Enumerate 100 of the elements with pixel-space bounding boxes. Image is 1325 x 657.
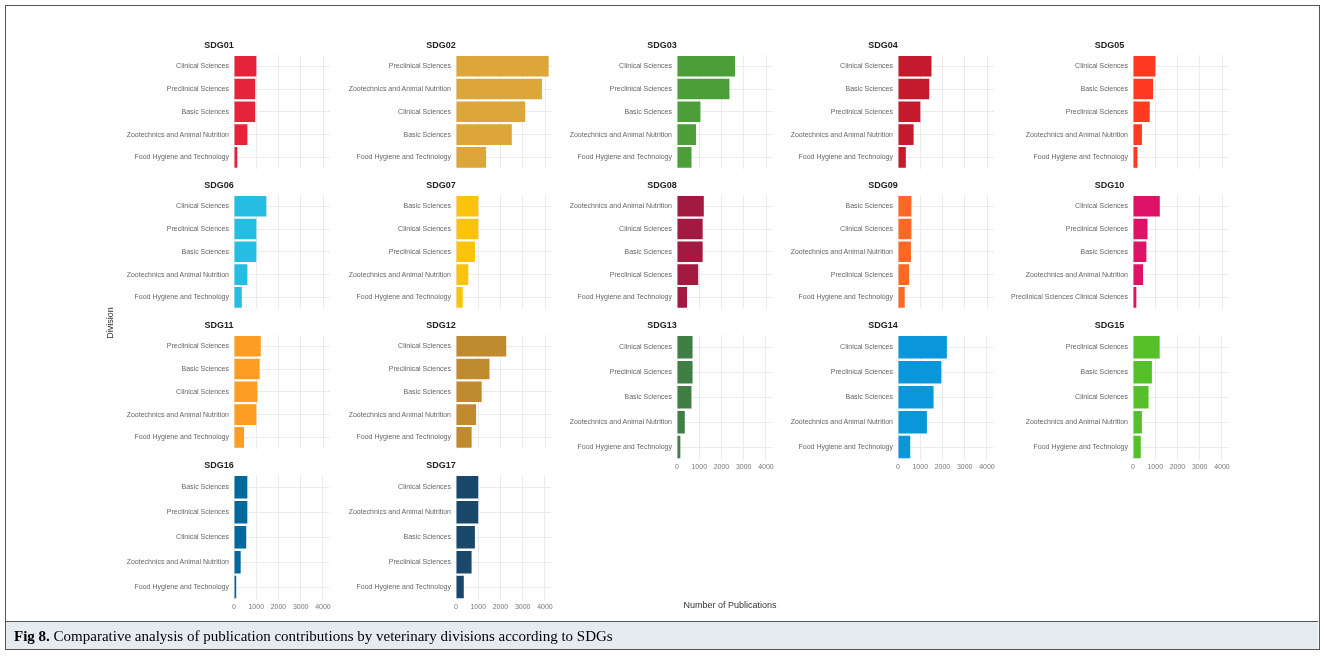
bar: [898, 101, 921, 123]
bar: [1133, 385, 1149, 409]
bar: [677, 385, 692, 409]
bar: [898, 147, 906, 168]
bar: [456, 404, 477, 425]
bar: [234, 264, 248, 285]
x-axis-title: Number of Publications: [683, 600, 777, 610]
bar: [1133, 78, 1154, 100]
chart-title: SDG05: [1094, 39, 1125, 50]
bar: [677, 78, 730, 100]
bar: [677, 336, 693, 359]
bar: [456, 525, 475, 549]
chart-title: SDG11: [204, 319, 234, 330]
bar: [456, 55, 549, 77]
bar: [456, 381, 482, 403]
bar: [1133, 55, 1156, 77]
chart-title: SDG03: [647, 39, 677, 50]
chart-title: SDG09: [868, 179, 898, 190]
bar: [456, 264, 469, 285]
bar: [234, 101, 256, 123]
bar: [898, 241, 911, 263]
bar: [677, 241, 703, 263]
bar: [898, 385, 934, 409]
chart-title: SDG13: [647, 319, 677, 330]
bar: [456, 427, 472, 448]
chart-title: SDG06: [204, 179, 234, 190]
bar: [234, 427, 245, 448]
bar: [234, 550, 241, 574]
chart-title: SDG08: [647, 179, 677, 190]
bar: [234, 218, 257, 240]
bar: [1133, 336, 1160, 359]
bar: [1133, 124, 1142, 145]
chart-title: SDG07: [426, 179, 456, 190]
bar: [677, 360, 693, 384]
bar: [1133, 195, 1160, 217]
bar: [677, 287, 688, 308]
bar: [1133, 360, 1152, 384]
chart-title: SDG10: [1094, 179, 1125, 190]
bar: [456, 287, 463, 308]
bar: [234, 404, 257, 425]
y-axis-title: Division: [105, 306, 115, 341]
chart-title: SDG02: [426, 39, 456, 50]
chart-title: SDG14: [868, 319, 898, 330]
bar: [1133, 101, 1150, 123]
bar: [456, 195, 479, 217]
bar: [677, 147, 692, 168]
chart-title: SDG04: [868, 39, 898, 50]
chart-title: SDG17: [426, 459, 456, 470]
bar: [1133, 435, 1141, 459]
bar: [898, 264, 910, 285]
bar: [898, 78, 930, 100]
bar: [677, 218, 703, 240]
bar: [1133, 241, 1147, 263]
bar: [898, 435, 911, 459]
bar: [234, 195, 267, 217]
bar: [456, 241, 475, 263]
bar: [456, 124, 512, 145]
bar: [456, 476, 479, 499]
bar: [677, 195, 704, 217]
bar: [456, 101, 526, 123]
bar: [1133, 264, 1144, 285]
bar: [677, 101, 701, 123]
bar: [898, 336, 947, 359]
bar: [234, 358, 260, 380]
bar: [456, 147, 487, 168]
bar: [898, 124, 914, 145]
chart-title: SDG12: [426, 319, 456, 330]
bar: [1133, 410, 1142, 434]
bar: [234, 124, 248, 145]
bar: [456, 575, 464, 599]
bar: [898, 55, 932, 77]
bar: [234, 241, 257, 263]
bar: [677, 264, 699, 285]
bar: [898, 195, 912, 217]
bar: [234, 500, 248, 524]
bar: [234, 335, 261, 357]
chart-title: SDG16: [204, 459, 234, 470]
bar: [677, 410, 685, 434]
bar: [898, 287, 905, 308]
chart-title: SDG15: [1094, 319, 1125, 330]
bar: [456, 500, 479, 524]
bar: [456, 358, 490, 380]
bar: [456, 78, 542, 100]
bar: [456, 335, 507, 357]
chart-title: SDG01: [204, 39, 234, 50]
bar: [898, 218, 912, 240]
bar: [456, 218, 479, 240]
bar: [234, 287, 242, 308]
bar: [1133, 218, 1148, 240]
bar: [898, 360, 942, 384]
bar: [234, 476, 248, 499]
bar: [234, 525, 247, 549]
bar: [456, 550, 472, 574]
bar: [234, 78, 256, 100]
bar: [677, 55, 736, 77]
bar: [677, 124, 696, 145]
bar: [234, 55, 257, 77]
bar: [234, 381, 258, 403]
bar: [898, 410, 927, 434]
caption: Fig 8. Comparative analysis of publication contributions by veterinary divisions according to SDGs: [6, 621, 1318, 649]
